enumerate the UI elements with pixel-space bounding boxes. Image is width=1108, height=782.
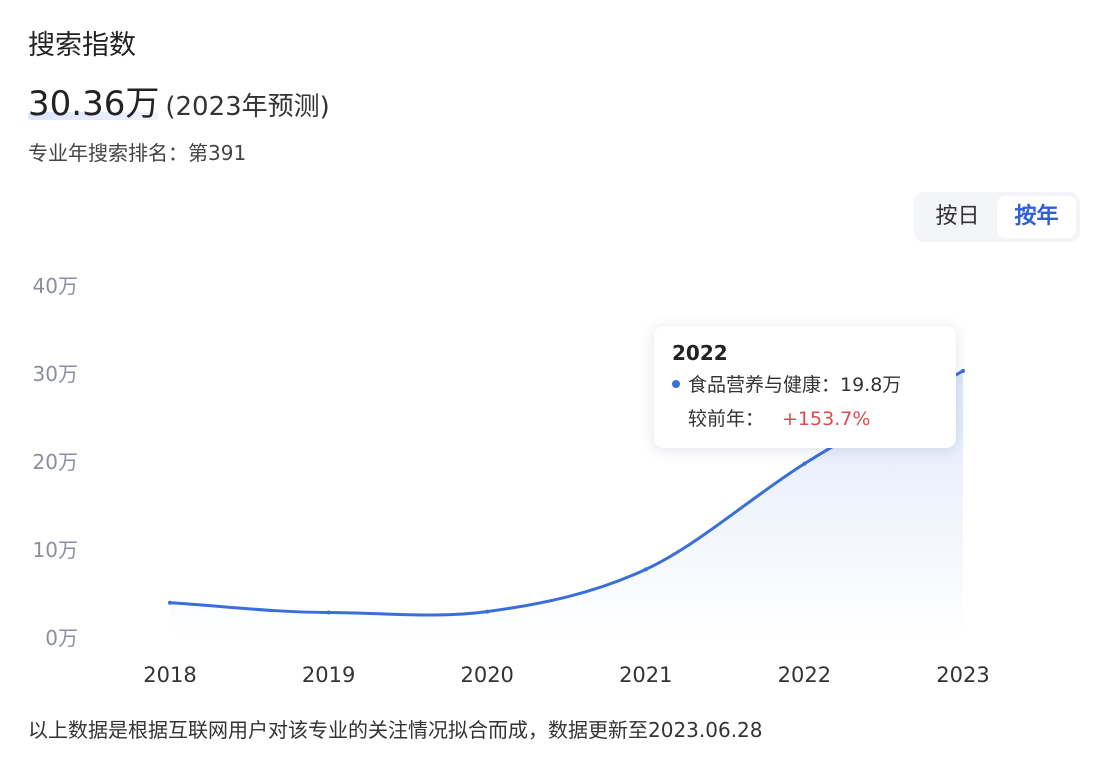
y-axis: 0万 10万 20万 30万 40万 xyxy=(33,274,78,650)
value-highlight xyxy=(28,112,158,120)
y-tick-label: 10万 xyxy=(33,538,78,562)
data-point[interactable] xyxy=(961,368,965,373)
x-tick-label: 2023 xyxy=(936,663,989,687)
data-point[interactable] xyxy=(168,600,172,605)
tooltip-series-value: 食品营养与健康：19.8万 xyxy=(688,374,902,396)
chart-tooltip: 2022 食品营养与健康：19.8万 较前年： +153.7% xyxy=(654,326,956,448)
tooltip-change-value: +153.7% xyxy=(782,408,871,430)
x-tick-label: 2021 xyxy=(619,663,672,687)
series-line xyxy=(169,369,964,617)
x-tick-label: 2018 xyxy=(143,663,196,687)
toggle-by-year[interactable]: 按年 xyxy=(997,196,1076,238)
data-footnote: 以上数据是根据互联网用户对该专业的关注情况拟合而成，数据更新至2023.06.2… xyxy=(28,718,763,742)
x-tick-label: 2022 xyxy=(778,663,831,687)
series-area xyxy=(170,370,963,638)
x-tick-label: 2020 xyxy=(460,663,513,687)
y-tick-label: 0万 xyxy=(45,626,78,650)
search-index-value: 30.36万 (2023年预测) xyxy=(28,82,330,132)
y-tick-label: 40万 xyxy=(33,274,78,298)
toggle-by-day[interactable]: 按日 xyxy=(935,204,980,229)
search-rank: 专业年搜索排名：第391 xyxy=(28,141,247,165)
period-toggle: 按日 按年 xyxy=(914,192,1080,242)
tooltip-change-label: 较前年： xyxy=(688,408,765,430)
page-title: 搜索指数 xyxy=(28,30,136,61)
search-index-number: 30.36万 xyxy=(28,84,160,124)
data-point[interactable] xyxy=(326,610,331,615)
series-dot-icon xyxy=(672,380,680,388)
data-point[interactable] xyxy=(485,609,490,614)
y-tick-label: 30万 xyxy=(33,362,78,386)
tooltip-change-row: 较前年： +153.7% xyxy=(672,402,938,436)
x-axis: 2018 2019 2020 2021 2022 2023 xyxy=(143,663,989,687)
forecast-note: (2023年预测) xyxy=(165,92,330,122)
series-points xyxy=(168,368,965,615)
tooltip-series-row: 食品营养与健康：19.8万 xyxy=(672,368,938,402)
tooltip-year: 2022 xyxy=(672,341,728,365)
x-tick-label: 2019 xyxy=(302,663,355,687)
data-point[interactable] xyxy=(802,461,807,466)
data-point[interactable] xyxy=(643,567,648,572)
y-tick-label: 20万 xyxy=(33,450,78,474)
